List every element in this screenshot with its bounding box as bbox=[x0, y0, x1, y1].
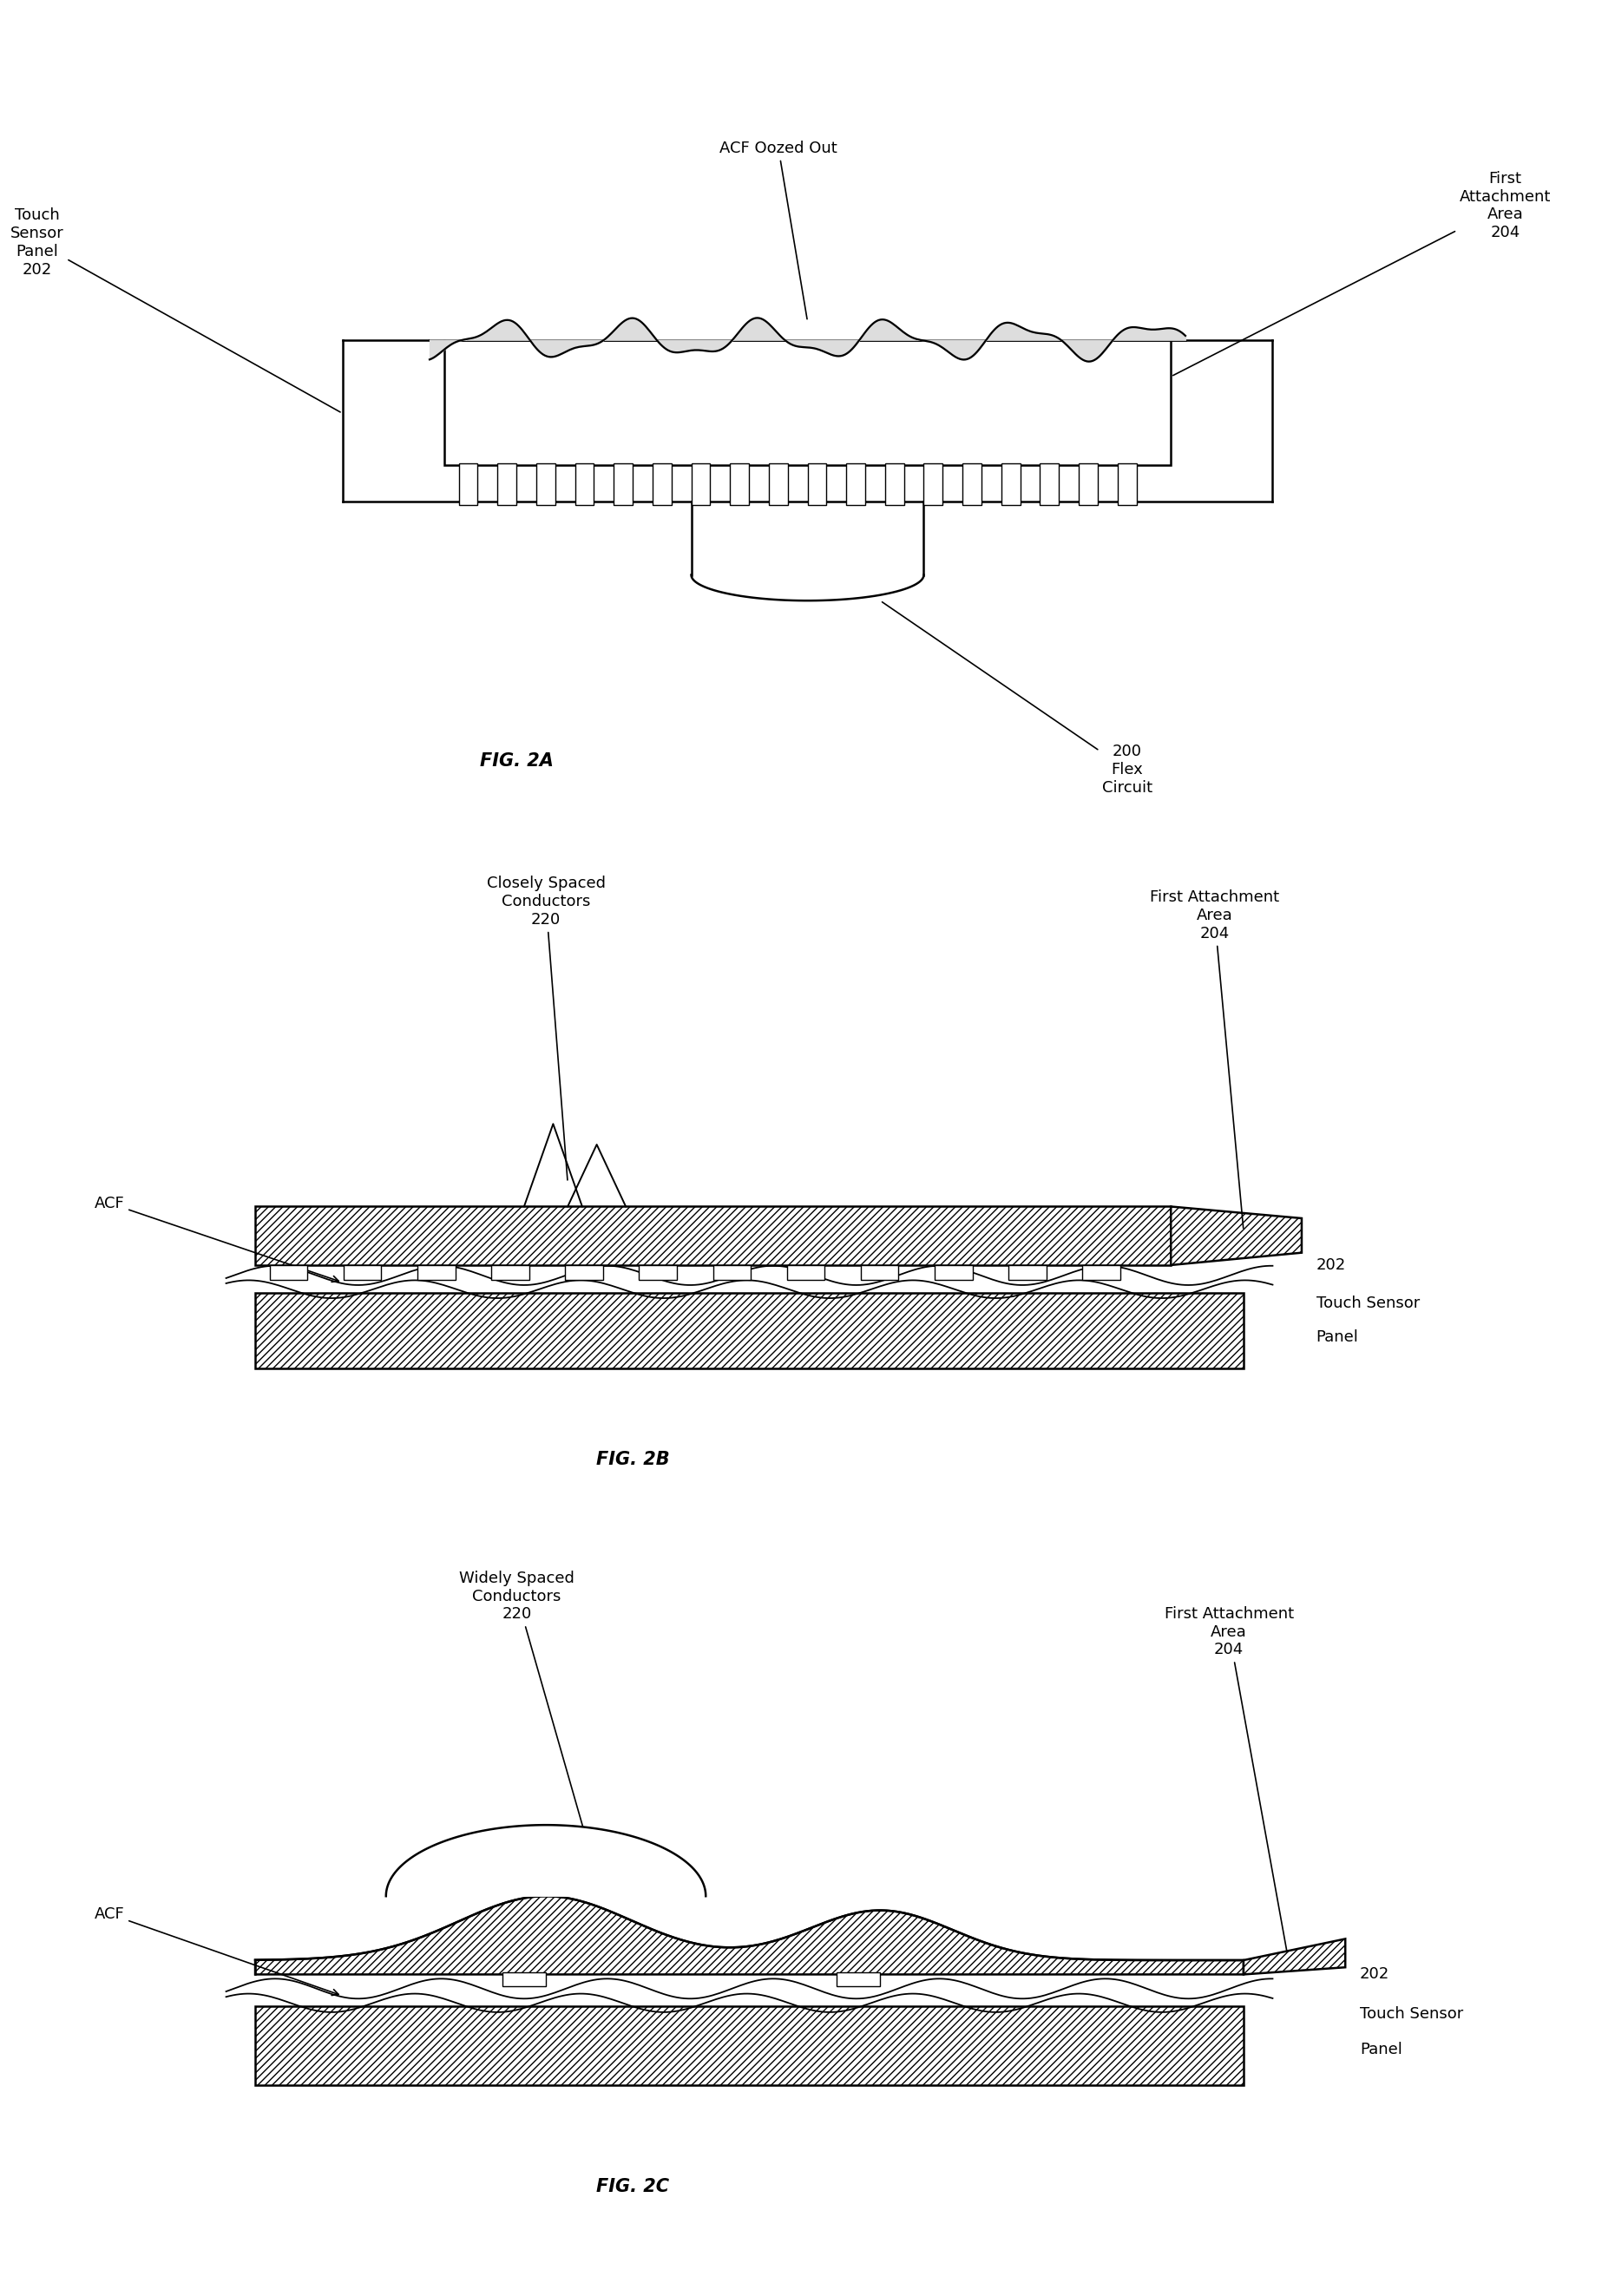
Text: First Attachment
Area
204: First Attachment Area 204 bbox=[1150, 889, 1279, 1228]
Bar bbox=[963, 464, 982, 505]
Text: ACF: ACF bbox=[94, 1906, 339, 1995]
Bar bbox=[459, 464, 478, 505]
Text: Touch Sensor: Touch Sensor bbox=[1360, 2007, 1463, 2020]
Polygon shape bbox=[255, 1896, 1244, 1975]
Text: FIG. 2A: FIG. 2A bbox=[480, 753, 554, 769]
Bar bbox=[885, 464, 904, 505]
Bar bbox=[861, 1265, 898, 1281]
Bar bbox=[1040, 464, 1059, 505]
Text: FIG. 2B: FIG. 2B bbox=[596, 1451, 670, 1469]
Text: ACF: ACF bbox=[94, 1196, 339, 1281]
Text: 202: 202 bbox=[1316, 1258, 1345, 1272]
Text: Touch
Sensor
Panel
202: Touch Sensor Panel 202 bbox=[10, 207, 341, 411]
Bar bbox=[691, 464, 711, 505]
Polygon shape bbox=[386, 1825, 706, 1896]
Polygon shape bbox=[1171, 1208, 1302, 1265]
Text: Closely Spaced
Conductors
220: Closely Spaced Conductors 220 bbox=[486, 875, 606, 1180]
Text: Panel: Panel bbox=[1316, 1329, 1358, 1345]
Bar bbox=[730, 464, 749, 505]
Text: First
Attachment
Area
204: First Attachment Area 204 bbox=[1172, 170, 1550, 377]
Text: Widely Spaced
Conductors
220: Widely Spaced Conductors 220 bbox=[459, 1570, 589, 1848]
Bar bbox=[270, 1265, 307, 1281]
Bar bbox=[1008, 1265, 1047, 1281]
Bar bbox=[787, 1265, 825, 1281]
Bar bbox=[640, 1265, 677, 1281]
Bar bbox=[1082, 1265, 1121, 1281]
Polygon shape bbox=[1244, 1938, 1345, 1975]
Bar bbox=[255, 1293, 1244, 1368]
Bar bbox=[808, 464, 827, 505]
Bar bbox=[769, 464, 788, 505]
Bar bbox=[536, 464, 556, 505]
Text: 200
Flex
Circuit: 200 Flex Circuit bbox=[882, 602, 1153, 797]
Bar bbox=[652, 464, 672, 505]
Text: FIG. 2C: FIG. 2C bbox=[596, 2177, 670, 2195]
Bar bbox=[924, 464, 943, 505]
Bar bbox=[1118, 464, 1137, 505]
Bar bbox=[837, 1972, 880, 1986]
Bar bbox=[417, 1265, 455, 1281]
Bar bbox=[255, 2007, 1244, 2085]
Bar bbox=[575, 464, 594, 505]
Bar bbox=[497, 464, 517, 505]
Bar bbox=[1079, 464, 1098, 505]
Text: ACF Oozed Out: ACF Oozed Out bbox=[720, 140, 837, 319]
Bar bbox=[502, 1972, 546, 1986]
Bar bbox=[1001, 464, 1021, 505]
Bar bbox=[565, 1265, 602, 1281]
Text: Panel: Panel bbox=[1360, 2041, 1402, 2057]
Text: Touch Sensor: Touch Sensor bbox=[1316, 1295, 1420, 1311]
Bar bbox=[255, 1208, 1171, 1265]
Bar bbox=[444, 340, 1171, 464]
Bar bbox=[344, 1265, 381, 1281]
Bar bbox=[714, 1265, 751, 1281]
Text: 202: 202 bbox=[1360, 1968, 1389, 1981]
Bar bbox=[491, 1265, 530, 1281]
Bar bbox=[846, 464, 866, 505]
Bar bbox=[614, 464, 633, 505]
Text: First Attachment
Area
204: First Attachment Area 204 bbox=[1164, 1605, 1294, 1952]
Bar bbox=[935, 1265, 972, 1281]
